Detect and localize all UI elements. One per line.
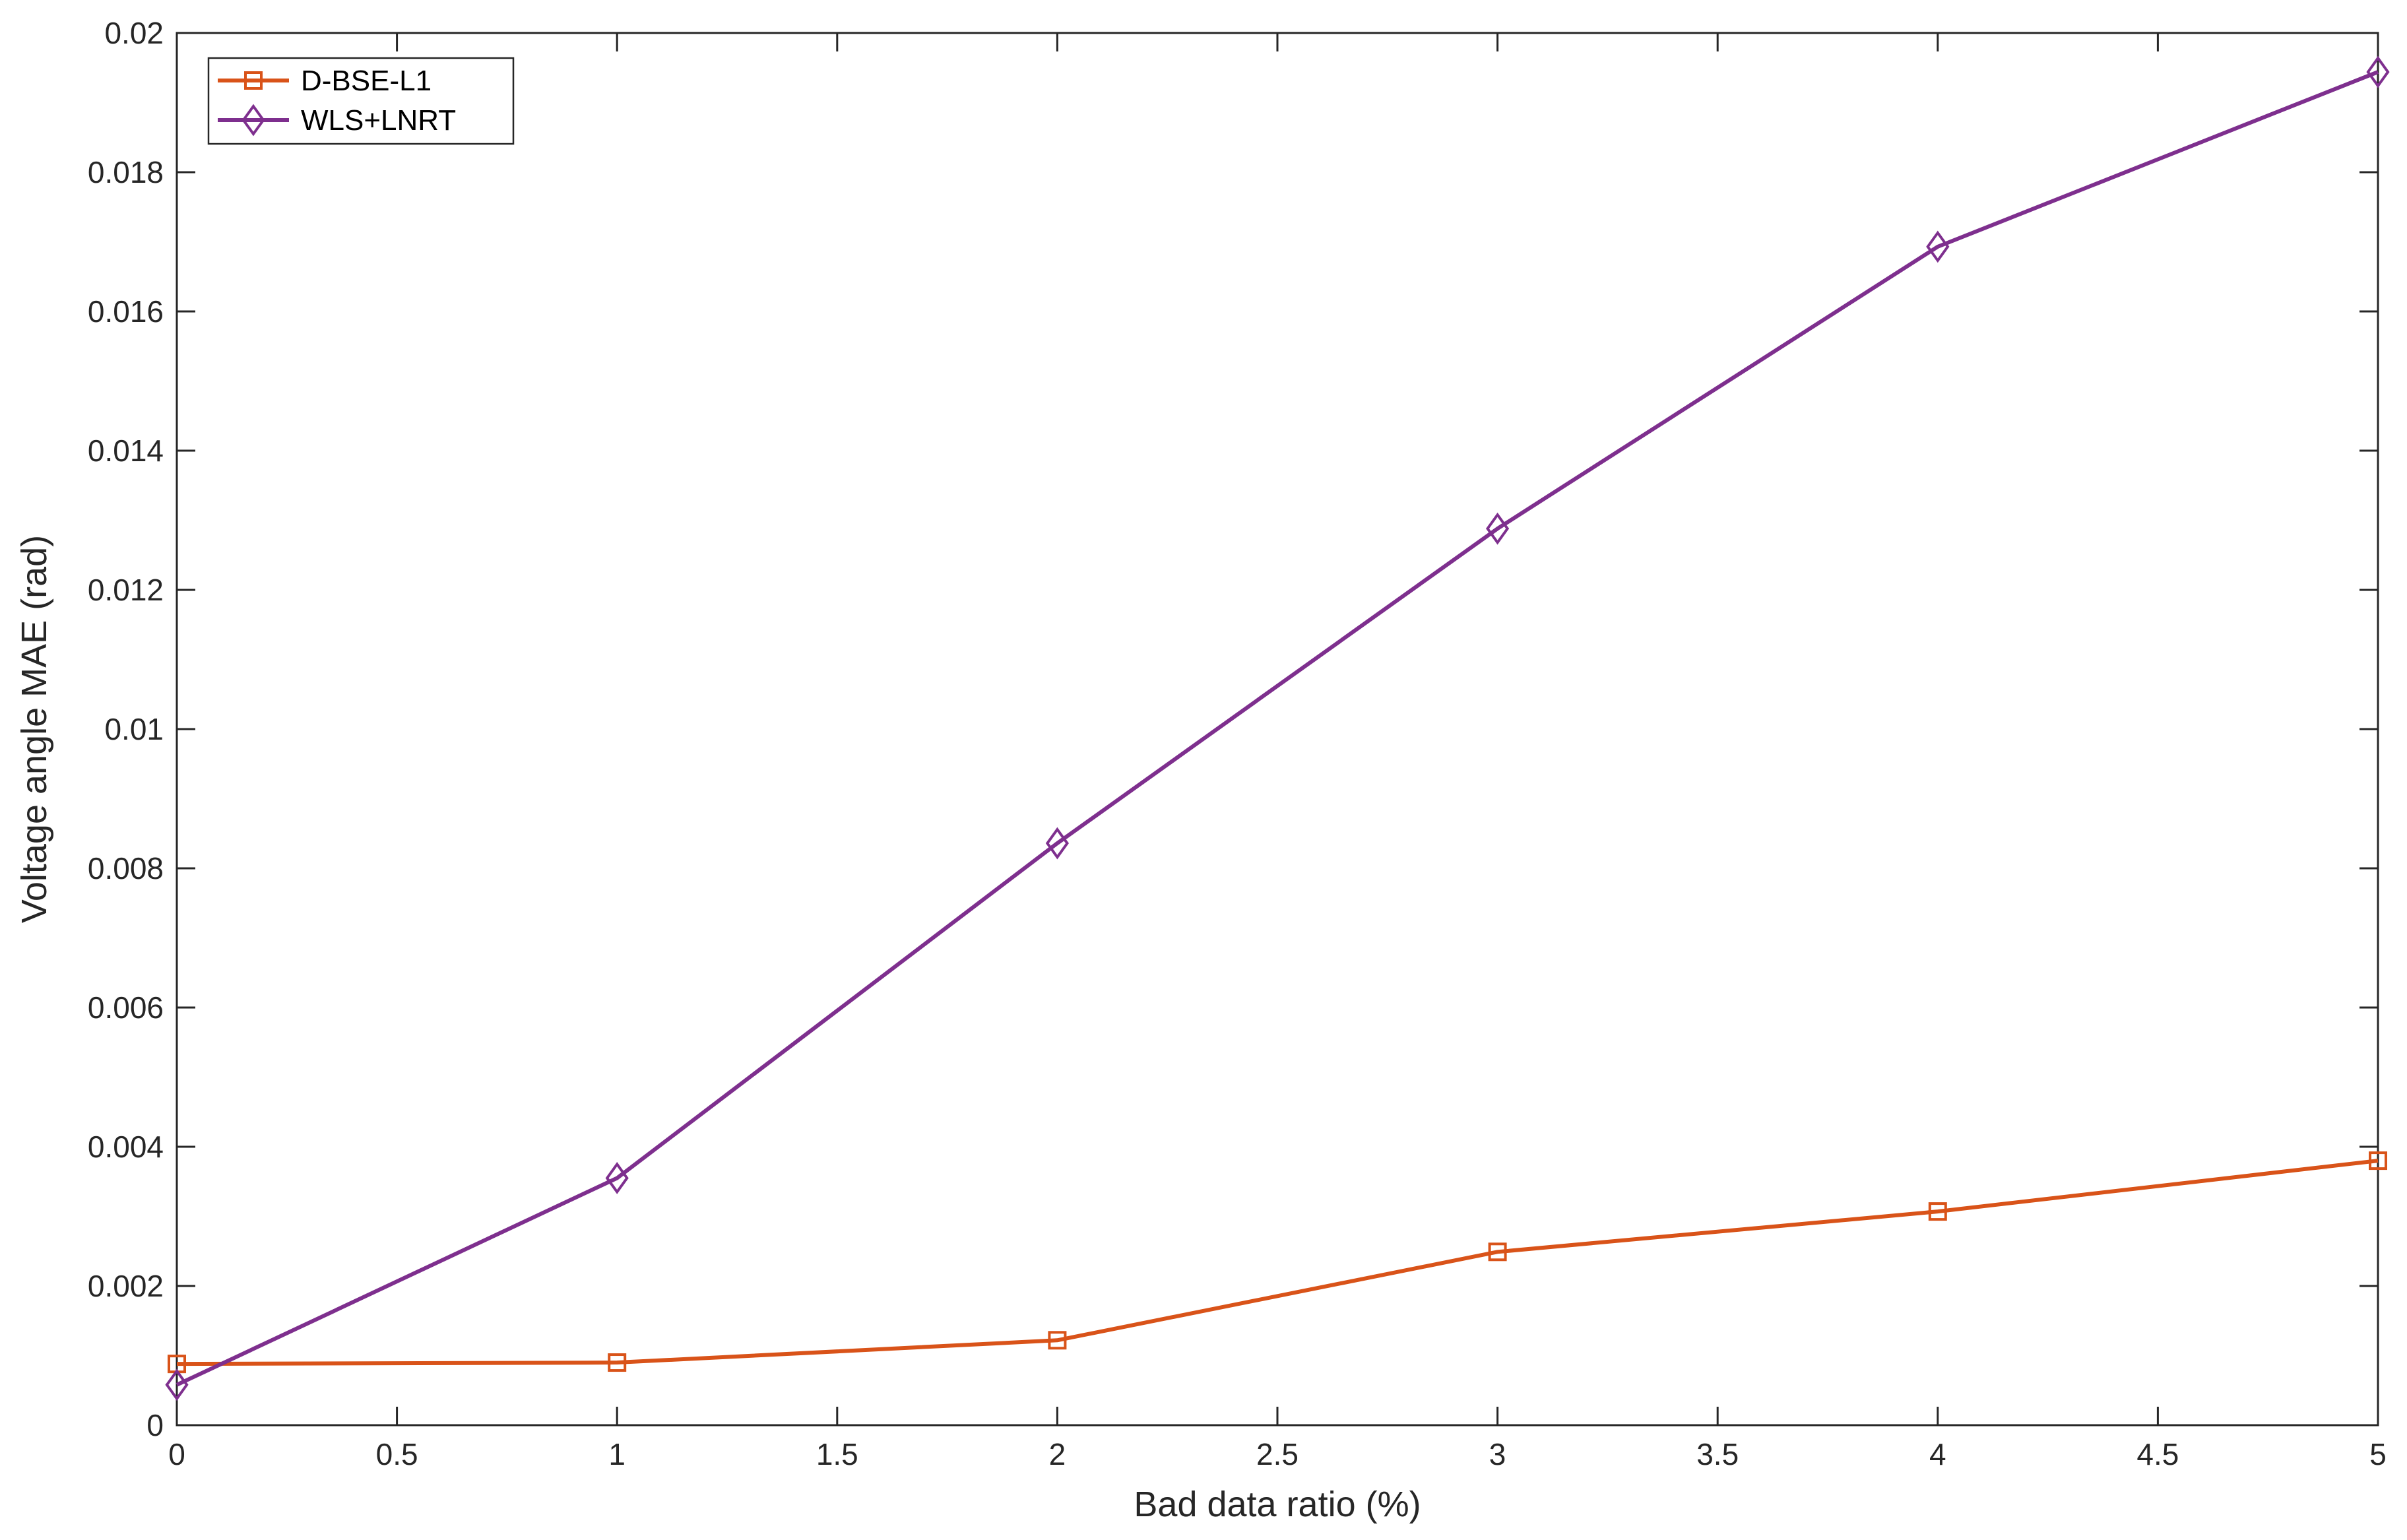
- legend-label: WLS+LNRT: [301, 104, 456, 137]
- y-axis-label: Voltage angle MAE (rad): [15, 535, 54, 923]
- data-point-marker: [608, 1353, 627, 1372]
- data-point-marker: [165, 1368, 189, 1401]
- series-D-BSE-L1: [168, 1151, 2387, 1374]
- axes-box: [176, 32, 2379, 1427]
- x-tick-label: 5: [2369, 1437, 2387, 1471]
- y-tick-label: 0.002: [88, 1269, 164, 1303]
- series-line: [176, 70, 2379, 1387]
- y-tick-label: 0.008: [88, 851, 164, 885]
- y-tick-label: 0.004: [88, 1130, 164, 1164]
- legend-entry: D-BSE-L1: [218, 65, 432, 97]
- data-point-marker: [2369, 1151, 2387, 1171]
- x-axis-label: Bad data ratio (%): [1134, 1485, 1421, 1524]
- legend-label: D-BSE-L1: [301, 65, 432, 97]
- series-layer: [165, 55, 2390, 1401]
- y-tick-label: 0.018: [88, 155, 164, 189]
- y-tick-label: 0.012: [88, 573, 164, 607]
- x-tick-label: 2: [1049, 1437, 1066, 1471]
- x-tick-label: 1.5: [816, 1437, 858, 1471]
- y-axis-ticks: 0 0.002 0.004 0.006 0.008 0.01 0.012 0.014 0.016…: [88, 16, 2378, 1442]
- x-tick-label: 4: [1929, 1437, 1946, 1471]
- y-tick-label: 0.02: [104, 16, 164, 50]
- y-tick-label: 0.01: [104, 712, 164, 746]
- y-tick-label: 0.016: [88, 294, 164, 329]
- y-tick-label: 0: [146, 1408, 164, 1442]
- legend-entry: WLS+LNRT: [218, 104, 456, 137]
- legend: D-BSE-L1 WLS+LNRT: [207, 57, 515, 145]
- x-tick-label: 1: [608, 1437, 626, 1471]
- x-tick-label: 3.5: [1696, 1437, 1739, 1471]
- data-point-marker: [1045, 827, 1069, 860]
- legend-marker: [241, 104, 265, 137]
- legend-marker: [244, 71, 263, 90]
- x-tick-label: 2.5: [1256, 1437, 1299, 1471]
- x-axis-ticks: 0 0.5 1 1.5 2 2.5 3 3.5 4 4.5 5: [168, 33, 2387, 1471]
- plot-area: [176, 32, 2379, 1427]
- data-point-marker: [1486, 512, 1510, 545]
- y-tick-label: 0.006: [88, 990, 164, 1025]
- x-tick-label: 4.5: [2136, 1437, 2179, 1471]
- data-point-marker: [1488, 1242, 1507, 1262]
- data-point-marker: [1048, 1331, 1067, 1350]
- y-tick-label: 0.014: [88, 433, 164, 468]
- x-tick-label: 0.5: [376, 1437, 418, 1471]
- data-point-marker: [1926, 230, 1950, 263]
- data-point-marker: [1928, 1202, 1947, 1221]
- series-WLS+LNRT: [165, 55, 2390, 1401]
- data-point-marker: [605, 1162, 629, 1194]
- series-line: [176, 1159, 2379, 1366]
- data-point-marker: [2366, 55, 2390, 88]
- x-tick-label: 0: [168, 1437, 185, 1471]
- x-tick-label: 3: [1489, 1437, 1506, 1471]
